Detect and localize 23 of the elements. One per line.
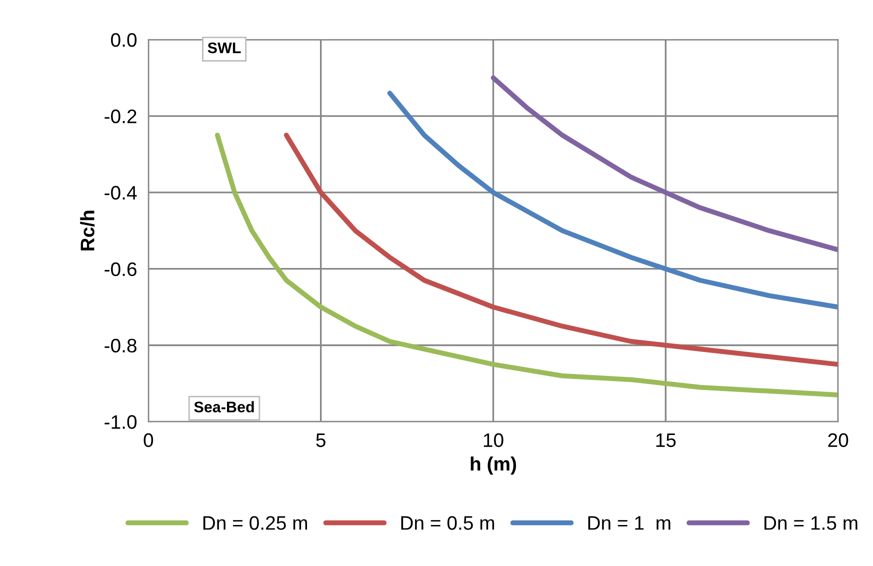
y-tick-label: 0.0 — [111, 33, 137, 47]
legend-label: Dn = 0.25 m — [203, 516, 307, 530]
legend-label: Dn = 1 m — [588, 516, 670, 530]
line-series — [284, 132, 838, 367]
x-tick-label: 0 — [144, 433, 154, 448]
x-tick-label: 15 — [656, 433, 676, 448]
x-axis-title: h (m) — [470, 456, 516, 475]
line-series — [214, 132, 838, 398]
x-tick-label: 5 — [316, 433, 326, 448]
legend-label: Dn = 1.5 m — [764, 516, 858, 530]
y-tick-label: -0.4 — [104, 186, 137, 200]
line-series — [387, 90, 838, 310]
line-series — [490, 75, 838, 252]
y-tick-label: -0.8 — [104, 338, 136, 352]
y-axis-title: Rc/h — [80, 210, 95, 250]
x-tick-label: 20 — [828, 433, 848, 448]
annotation: SWL — [208, 42, 241, 54]
legend-label: Dn = 0.5 m — [401, 516, 494, 530]
y-tick-label: -0.2 — [104, 110, 136, 124]
y-tick-label: -0.6 — [104, 262, 136, 276]
x-tick-label: 10 — [484, 433, 504, 448]
annotation: Sea-Bed — [194, 401, 254, 412]
y-tick-label: -1.0 — [104, 415, 137, 429]
